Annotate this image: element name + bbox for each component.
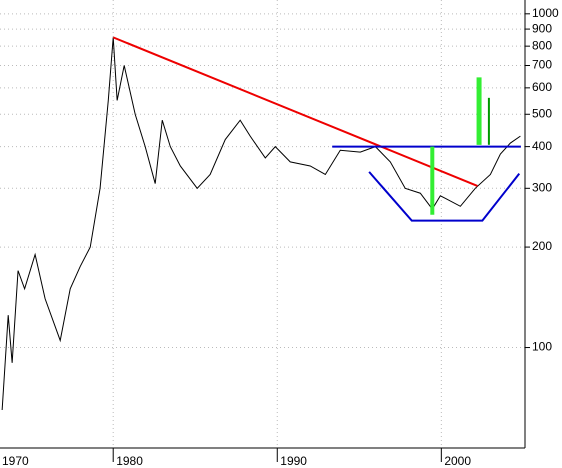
overlay-line — [112, 36, 478, 187]
y-tick-label: 700 — [532, 58, 552, 72]
y-tick-label: 100 — [532, 340, 552, 354]
y-tick-label: 900 — [532, 21, 552, 35]
y-tick-label: 600 — [532, 80, 552, 94]
overlay-line — [368, 171, 521, 222]
y-tick-label: 1000 — [532, 6, 559, 20]
x-tick-label: 2000 — [444, 454, 471, 468]
x-tick-label: 1980 — [116, 454, 143, 468]
y-tick-label: 500 — [532, 106, 552, 120]
price-line — [1, 37, 521, 411]
x-tick-label: 1990 — [280, 454, 307, 468]
y-tick-label: 200 — [532, 239, 552, 253]
y-tick-label: 300 — [532, 180, 552, 194]
y-tick-label: 400 — [532, 139, 552, 153]
x-tick-label: 1970 — [2, 454, 29, 468]
y-tick-label: 800 — [532, 38, 552, 52]
